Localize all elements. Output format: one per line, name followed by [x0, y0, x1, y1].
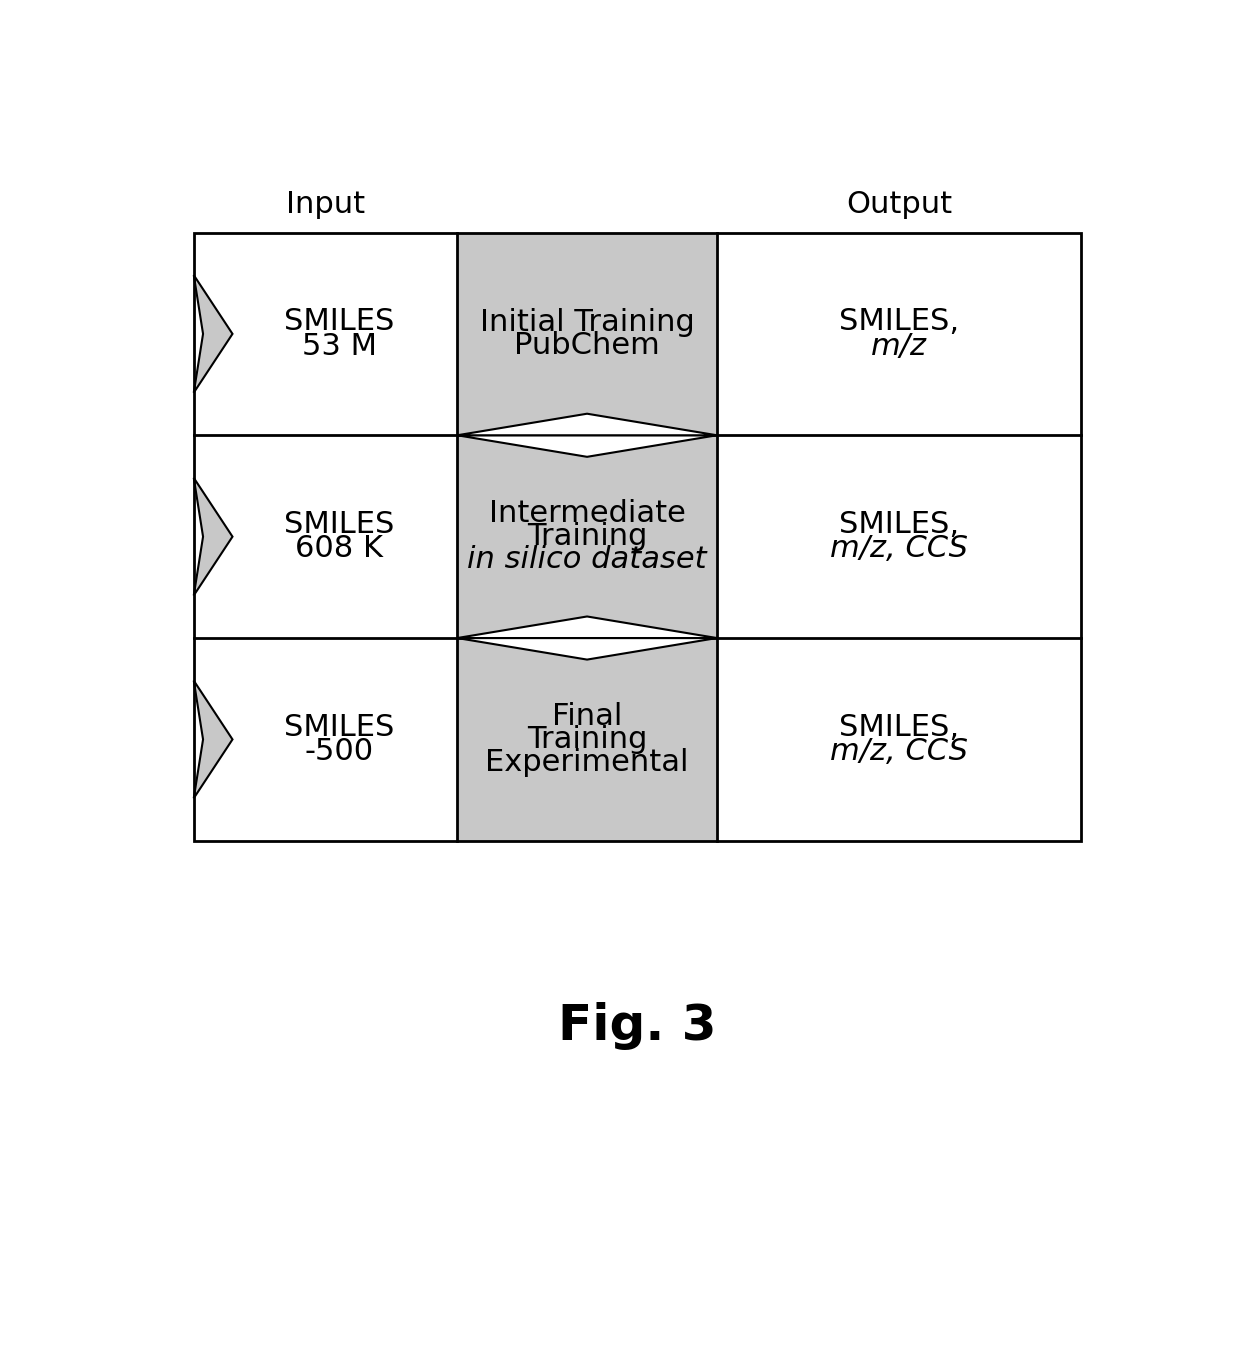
Polygon shape [193, 477, 233, 596]
Text: -500: -500 [305, 737, 374, 766]
Text: Initial Training: Initial Training [480, 307, 694, 337]
Polygon shape [458, 638, 717, 660]
Text: Training: Training [527, 522, 647, 551]
Text: SMILES: SMILES [284, 510, 394, 539]
Text: 53 M: 53 M [303, 332, 377, 360]
Text: Experimental: Experimental [485, 748, 688, 777]
Text: 608 K: 608 K [295, 534, 383, 563]
Text: Training: Training [527, 725, 647, 753]
Bar [193, 233, 1081, 840]
Text: PubChem: PubChem [515, 330, 660, 360]
Text: SMILES,: SMILES, [839, 510, 959, 539]
Text: SMILES,: SMILES, [839, 307, 959, 336]
Text: m/z, CCS: m/z, CCS [830, 737, 968, 766]
Text: Output: Output [846, 189, 952, 219]
Text: m/z: m/z [870, 332, 928, 360]
Polygon shape [458, 435, 717, 457]
Text: SMILES,: SMILES, [839, 713, 959, 741]
Bar [458, 233, 717, 840]
Text: Input: Input [286, 189, 365, 219]
Text: Intermediate: Intermediate [489, 499, 686, 528]
Polygon shape [458, 413, 717, 435]
Text: m/z, CCS: m/z, CCS [830, 534, 968, 563]
Text: Fig. 3: Fig. 3 [558, 1001, 717, 1050]
Polygon shape [193, 680, 233, 798]
Polygon shape [193, 275, 233, 393]
Text: in silico dataset: in silico dataset [467, 545, 707, 574]
Text: SMILES: SMILES [284, 307, 394, 336]
Text: Final: Final [552, 702, 622, 730]
Polygon shape [458, 616, 717, 638]
Text: SMILES: SMILES [284, 713, 394, 741]
